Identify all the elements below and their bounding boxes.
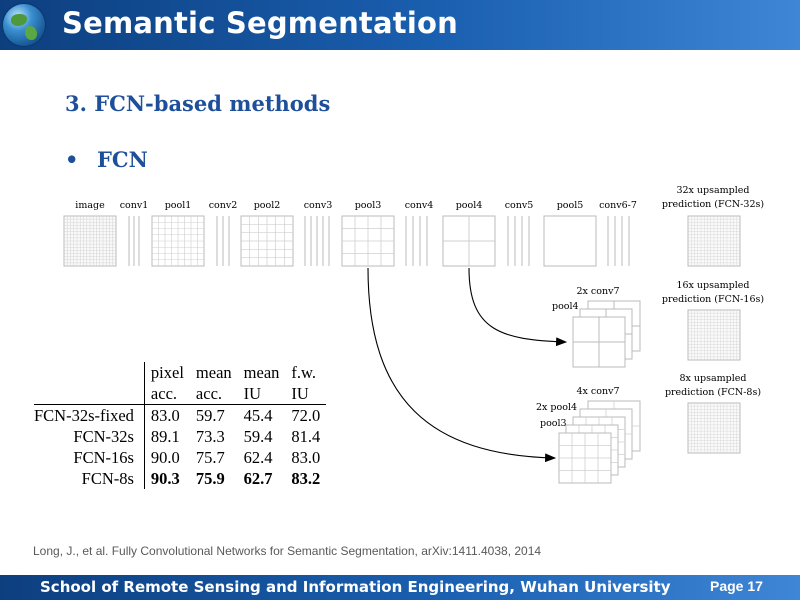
header-cell: IU <box>285 383 327 405</box>
table-header-row: pixel mean mean f.w. <box>34 362 326 383</box>
table-row: FCN-16s 90.0 75.7 62.4 83.0 <box>34 447 326 468</box>
table-cell: 75.7 <box>195 448 225 467</box>
stack16-top-label: 2x conv7 <box>577 286 620 297</box>
table-cell: 81.4 <box>291 427 321 446</box>
bullet-text: FCN <box>97 147 148 172</box>
citation-text: Long, J., et al. Fully Convolutional Net… <box>33 544 542 558</box>
title-bar: Semantic Segmentation <box>0 0 800 50</box>
table-row: FCN-32s 89.1 73.3 59.4 81.4 <box>34 426 326 447</box>
section-heading: 3. FCN-based methods <box>65 91 331 116</box>
pred32-label: 32x upsampled <box>676 185 749 196</box>
layer-label: pool2 <box>254 200 281 211</box>
table-cell: 62.4 <box>243 448 273 467</box>
page-number: Page 17 <box>710 578 763 594</box>
layer-label: conv2 <box>209 200 238 211</box>
row-label: FCN-8s <box>34 468 145 489</box>
fcn8-stack <box>558 400 641 484</box>
table-cell: 83.0 <box>291 448 321 467</box>
table-cell: 89.1 <box>150 427 180 446</box>
footer-bar: School of Remote Sensing and Information… <box>0 575 800 600</box>
table-cell: 75.9 <box>195 469 225 488</box>
table-cell: 83.2 <box>291 469 321 488</box>
stack8-side1-label: 2x pool4 <box>536 402 577 413</box>
table-cell: 59.4 <box>243 427 273 446</box>
header-cell: pixel <box>150 363 184 382</box>
row-label: FCN-32s <box>34 426 145 447</box>
header-cell: f.w. <box>291 363 316 382</box>
header-cell: IU <box>237 383 286 405</box>
pred16-label: prediction (FCN-16s) <box>662 294 764 305</box>
table-cell: 72.0 <box>291 406 321 425</box>
table-cell: 59.7 <box>195 406 225 425</box>
table-cell: 62.7 <box>243 469 273 488</box>
table-cell: 83.0 <box>150 406 180 425</box>
header-cell: mean <box>243 363 280 382</box>
slide-title: Semantic Segmentation <box>62 6 458 40</box>
stack16-side-label: pool4 <box>552 301 579 312</box>
header-cell: mean <box>195 363 232 382</box>
layer-label: conv3 <box>304 200 333 211</box>
layer-label: pool1 <box>165 200 192 211</box>
layer-label: conv1 <box>120 200 149 211</box>
bullet-symbol: • <box>65 147 79 172</box>
layer-label: pool4 <box>456 200 483 211</box>
header-cell: acc. <box>189 383 238 405</box>
table-row: FCN-8s 90.3 75.9 62.7 83.2 <box>34 468 326 489</box>
table-cell: 90.0 <box>150 448 180 467</box>
table-cell: 73.3 <box>195 427 225 446</box>
pred32-label: prediction (FCN-32s) <box>662 199 764 210</box>
stack8-top-label: 4x conv7 <box>577 386 620 397</box>
table-header-row: acc. acc. IU IU <box>34 383 327 405</box>
results-table: pixel mean mean f.w. acc. acc. IU IU FCN… <box>34 362 327 489</box>
layer-label: pool3 <box>355 200 382 211</box>
layer-label: conv6-7 <box>599 200 637 211</box>
pred8-label: 8x upsampled <box>680 373 747 384</box>
layer-label: conv5 <box>505 200 534 211</box>
layer-label: pool5 <box>557 200 584 211</box>
pool5-block <box>543 215 597 267</box>
table-cell: 90.3 <box>150 469 180 488</box>
header-cell: acc. <box>144 383 190 405</box>
fcn16-stack <box>572 300 641 368</box>
layer-label: image <box>75 200 105 211</box>
bullet-item: • FCN <box>65 147 148 172</box>
row-label: FCN-32s-fixed <box>34 404 145 426</box>
stack8-side2-label: pool3 <box>540 418 567 429</box>
table-row: FCN-32s-fixed 83.0 59.7 45.4 72.0 <box>34 404 326 426</box>
footer-text: School of Remote Sensing and Information… <box>40 578 671 596</box>
pred16-label: 16x upsampled <box>676 280 749 291</box>
pool4-skip-arrow <box>468 267 568 347</box>
row-label: FCN-16s <box>34 447 145 468</box>
layer-label: conv4 <box>405 200 434 211</box>
globe-icon <box>3 4 45 46</box>
table-cell: 45.4 <box>243 406 273 425</box>
pred8-label: prediction (FCN-8s) <box>665 387 761 398</box>
pool3-skip-arrow <box>367 267 557 463</box>
